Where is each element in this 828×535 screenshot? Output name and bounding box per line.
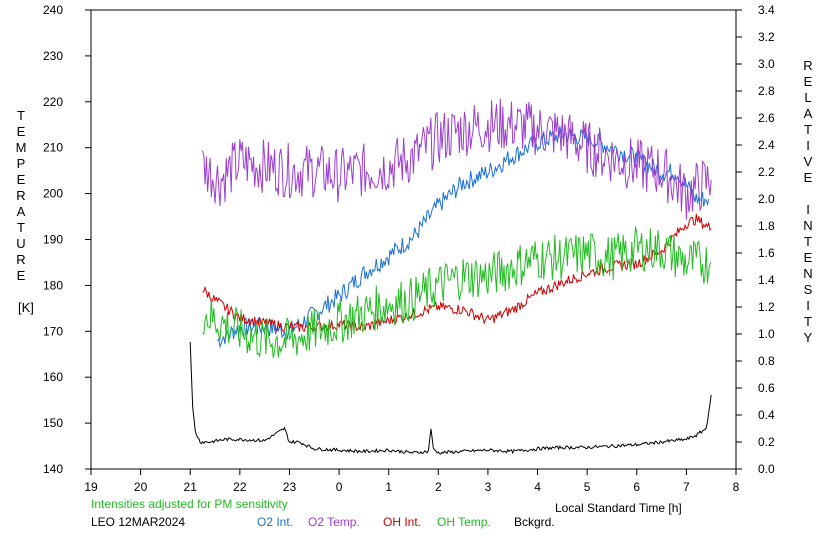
series-group — [189, 98, 712, 455]
x-tick-label: 21 — [184, 480, 198, 494]
y-right-label-char: Y — [804, 330, 813, 345]
y-left-label-char: E — [17, 124, 26, 139]
y-right-label-char: N — [803, 266, 812, 281]
legend-item-bckgrd: Bckgrd. — [514, 515, 555, 529]
x-tick-label: 22 — [233, 480, 247, 494]
station-label: LEO 12MAR2024 — [91, 515, 185, 529]
y-right-label-char: A — [804, 106, 813, 121]
y-right-label-char: I — [806, 202, 810, 217]
y-right-tick-label: 3.2 — [758, 30, 775, 44]
y-right-tick-label: 0.2 — [758, 435, 775, 449]
legend-item-o2-temp: O2 Temp. — [308, 515, 360, 529]
y-axis-left-unit: [K] — [18, 300, 34, 315]
y-left-label-char: R — [16, 252, 25, 267]
x-tick-label: 2 — [435, 480, 442, 494]
y-left-label-char: T — [17, 220, 25, 235]
y-axis-left: 140 150 160 170 180 190 200 210 220 230 240 — [43, 3, 91, 476]
legend-item-oh-temp: OH Temp. — [437, 515, 491, 529]
y-right-tick-label: 2.0 — [758, 192, 775, 206]
y-right-label-char: S — [804, 282, 813, 297]
y-right-label-char: T — [804, 122, 812, 137]
y-right-label-char: T — [804, 234, 812, 249]
y-right-tick-label: 2.4 — [758, 138, 775, 152]
y-left-tick-label: 210 — [43, 141, 63, 155]
series-line-o2-int — [217, 126, 710, 349]
series-line-oh-int — [202, 213, 712, 334]
y-right-tick-label: 1.2 — [758, 300, 775, 314]
y-left-label-char: E — [17, 172, 26, 187]
y-left-tick-label: 230 — [43, 49, 63, 63]
y-right-tick-label: 2.2 — [758, 165, 775, 179]
y-right-tick-label: 3.0 — [758, 57, 775, 71]
x-tick-label: 1 — [385, 480, 392, 494]
series-line-o2-temp — [202, 98, 712, 220]
x-tick-label: 0 — [336, 480, 343, 494]
y-left-tick-label: 160 — [43, 370, 63, 384]
x-tick-label: 4 — [534, 480, 541, 494]
y-left-tick-label: 240 — [43, 3, 63, 17]
y-left-label-char: U — [16, 236, 25, 251]
y-right-label-char: I — [806, 138, 810, 153]
y-right-label-char: V — [804, 154, 813, 169]
y-right-tick-label: 1.0 — [758, 327, 775, 341]
y-left-tick-label: 200 — [43, 187, 63, 201]
x-tick-label: 23 — [283, 480, 297, 494]
y-left-label-char: M — [16, 140, 27, 155]
y-right-tick-label: 0.0 — [758, 462, 775, 476]
x-tick-label: 20 — [134, 480, 148, 494]
x-tick-label: 19 — [84, 480, 98, 494]
y-left-tick-label: 220 — [43, 95, 63, 109]
x-tick-label: 6 — [633, 480, 640, 494]
y-right-tick-label: 3.4 — [758, 3, 775, 17]
y-left-tick-label: 190 — [43, 233, 63, 247]
x-axis: 19 20 21 22 23 0 1 2 3 4 5 6 7 8 — [84, 469, 740, 494]
legend-item-o2-int: O2 Int. — [257, 515, 293, 529]
y-left-label-char: T — [17, 108, 25, 123]
y-right-tick-label: 2.6 — [758, 111, 775, 125]
legend-item-oh-int: OH Int. — [383, 515, 421, 529]
y-right-label-char: R — [803, 58, 812, 73]
x-tick-label: 5 — [584, 480, 591, 494]
y-right-tick-label: 1.6 — [758, 246, 775, 260]
y-right-label-char: E — [804, 170, 813, 185]
y-left-tick-label: 170 — [43, 324, 63, 338]
y-right-label-char: L — [804, 90, 811, 105]
y-right-label-char: N — [803, 218, 812, 233]
y-right-label-char: T — [804, 314, 812, 329]
y-left-label-char: A — [17, 204, 26, 219]
y-left-label-char: R — [16, 188, 25, 203]
y-right-label-char: E — [804, 74, 813, 89]
y-left-tick-label: 140 — [43, 462, 63, 476]
plot-frame — [90, 9, 737, 470]
x-axis-label: Local Standard Time [h] — [555, 501, 682, 515]
note-text: Intensities adjusted for PM sensitivity — [91, 497, 288, 511]
y-right-tick-label: 1.8 — [758, 219, 775, 233]
y-right-tick-label: 1.4 — [758, 273, 775, 287]
y-left-tick-label: 180 — [43, 278, 63, 292]
series-line-oh-temp — [202, 226, 712, 359]
y-right-tick-label: 0.6 — [758, 381, 775, 395]
y-right-tick-label: 2.8 — [758, 84, 775, 98]
x-tick-label: 7 — [683, 480, 690, 494]
y-right-tick-label: 0.4 — [758, 408, 775, 422]
x-tick-label: 3 — [485, 480, 492, 494]
y-left-label-char: E — [17, 268, 26, 283]
legend: O2 Int. O2 Temp. OH Int. OH Temp. Bckgrd. — [257, 515, 555, 529]
y-right-tick-label: 0.8 — [758, 354, 775, 368]
y-right-label-char: I — [806, 298, 810, 313]
y-right-label-char: E — [804, 250, 813, 265]
x-tick-label: 8 — [733, 480, 740, 494]
y-left-tick-label: 150 — [43, 416, 63, 430]
y-axis-right: 0.0 0.2 0.4 0.6 0.8 1.0 1.2 1.4 1.6 1.8 2.0 2.2 2.4 2… — [736, 3, 775, 476]
y-left-label-char: P — [17, 156, 26, 171]
series-line-bckgrd — [189, 341, 712, 455]
